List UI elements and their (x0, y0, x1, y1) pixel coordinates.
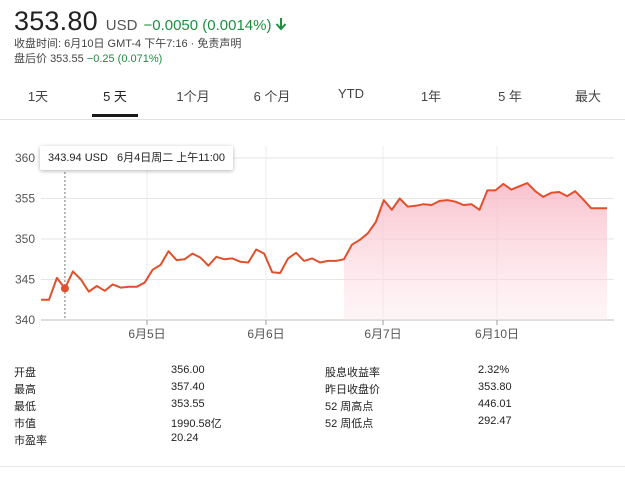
stat-value: 20.24 (171, 432, 199, 444)
tab-5y[interactable]: 5 年 (498, 89, 522, 104)
stat-value: 446.01 (478, 398, 512, 410)
tab-1d[interactable]: 1天 (27, 89, 49, 104)
y-axis: 360 355 350 345 340 (15, 151, 35, 327)
tooltip-time: 6月4日周二 上午11:00 (117, 152, 226, 164)
y-tick-label: 340 (15, 313, 35, 327)
stat-value: 292.47 (478, 415, 512, 427)
stat-row: 昨日收盘价 353.80 (325, 381, 615, 398)
stat-label: 市值 (14, 418, 36, 430)
tooltip-price: 343.94 USD (48, 152, 108, 164)
after-hours-label: 盘后价 (14, 53, 47, 65)
y-tick-label: 360 (15, 151, 35, 165)
x-tick-label: 6月7日 (364, 327, 401, 341)
tab-ytd[interactable]: YTD (338, 86, 364, 101)
currency-label: USD (105, 17, 138, 34)
stat-value: 353.55 (171, 398, 205, 410)
x-tick-label: 6月5日 (128, 327, 165, 341)
x-axis: 6月5日 6月6日 6月7日 6月10日 (128, 320, 519, 341)
stat-row: 52 周高点 446.01 (325, 398, 615, 415)
stat-label: 52 周低点 (325, 418, 374, 430)
close-time: 收盘时间: 6月10日 GMT-4 下午7:16 · 免责声明 (14, 38, 242, 50)
y-tick-label: 350 (15, 232, 35, 246)
card-bottom-border (0, 466, 625, 467)
stat-row: 股息收益率 2.32% (325, 364, 615, 381)
stat-row: 市盈率 20.24 (14, 432, 314, 449)
stat-label: 股息收益率 (325, 367, 380, 379)
price-row: 353.80 USD −0.0050 (0.0014%) (14, 6, 287, 37)
quote-header: 353.80 USD −0.0050 (0.0014%) 收盘时间: 6月10日… (14, 6, 287, 67)
after-hours-price: 353.55 (50, 53, 84, 65)
stat-value: 2.32% (478, 364, 510, 376)
x-tick-label: 6月10日 (475, 327, 519, 341)
tabs-divider (0, 119, 625, 120)
price-change: −0.0050 (0.0014%) (143, 17, 272, 34)
y-tick-label: 345 (15, 273, 35, 287)
stat-label: 52 周高点 (325, 401, 374, 413)
stat-value: 353.80 (478, 381, 512, 393)
stats-left: 开盘 356.00 最高 357.40 最低 353.55 市值 1990.58亿 市盈… (14, 364, 314, 449)
stat-row: 52 周低点 292.47 (325, 415, 615, 432)
range-tabs: 1天 5 天 1个月 6 个月 YTD 1年 5 年 最大 (0, 78, 625, 118)
tab-5d[interactable]: 5 天 (103, 89, 127, 104)
tab-1y[interactable]: 1年 (420, 89, 442, 104)
price-line (41, 182, 607, 301)
tab-1m[interactable]: 1个月 (176, 89, 210, 104)
stat-label: 昨日收盘价 (325, 384, 380, 396)
after-hours-change: −0.25 (0.071%) (86, 53, 163, 65)
x-tick-label: 6月6日 (247, 327, 284, 341)
stat-value: 357.40 (171, 381, 205, 393)
tab-6m[interactable]: 6 个月 (253, 89, 291, 104)
stat-label: 市盈率 (14, 435, 47, 447)
after-hours: 盘后价 353.55 −0.25 (0.071%) (14, 52, 287, 67)
current-price: 353.80 (14, 6, 98, 36)
chart-tooltip: 343.94 USD 6月4日周二 上午11:00 (40, 146, 234, 170)
stat-row: 最高 357.40 (14, 381, 314, 398)
active-tab-indicator (92, 114, 138, 117)
stat-row: 开盘 356.00 (14, 364, 314, 381)
stat-label: 最高 (14, 384, 36, 396)
stats-right: 股息收益率 2.32% 昨日收盘价 353.80 52 周高点 446.01 52 周… (325, 364, 615, 432)
stat-value: 356.00 (171, 364, 205, 376)
stat-row: 市值 1990.58亿 (14, 415, 314, 432)
arrow-down-icon (276, 18, 287, 31)
stat-label: 最低 (14, 401, 36, 413)
y-tick-label: 355 (15, 192, 35, 206)
stat-row: 最低 353.55 (14, 398, 314, 415)
stat-value: 1990.58亿 (171, 418, 222, 430)
price-area (343, 183, 607, 320)
stat-label: 开盘 (14, 367, 36, 379)
hover-dot (60, 284, 69, 293)
price-chart[interactable]: 360 355 350 345 340 6月5日 6月6日 6月7日 6月10日 (0, 120, 625, 350)
tab-max[interactable]: 最大 (574, 89, 601, 104)
